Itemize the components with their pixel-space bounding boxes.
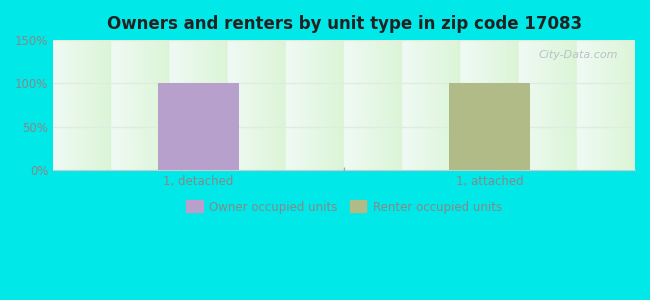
Text: City-Data.com: City-Data.com (538, 50, 617, 61)
Title: Owners and renters by unit type in zip code 17083: Owners and renters by unit type in zip c… (107, 15, 582, 33)
Bar (449, 83, 530, 170)
Legend: Owner occupied units, Renter occupied units: Owner occupied units, Renter occupied un… (181, 196, 507, 218)
Bar (158, 83, 239, 170)
